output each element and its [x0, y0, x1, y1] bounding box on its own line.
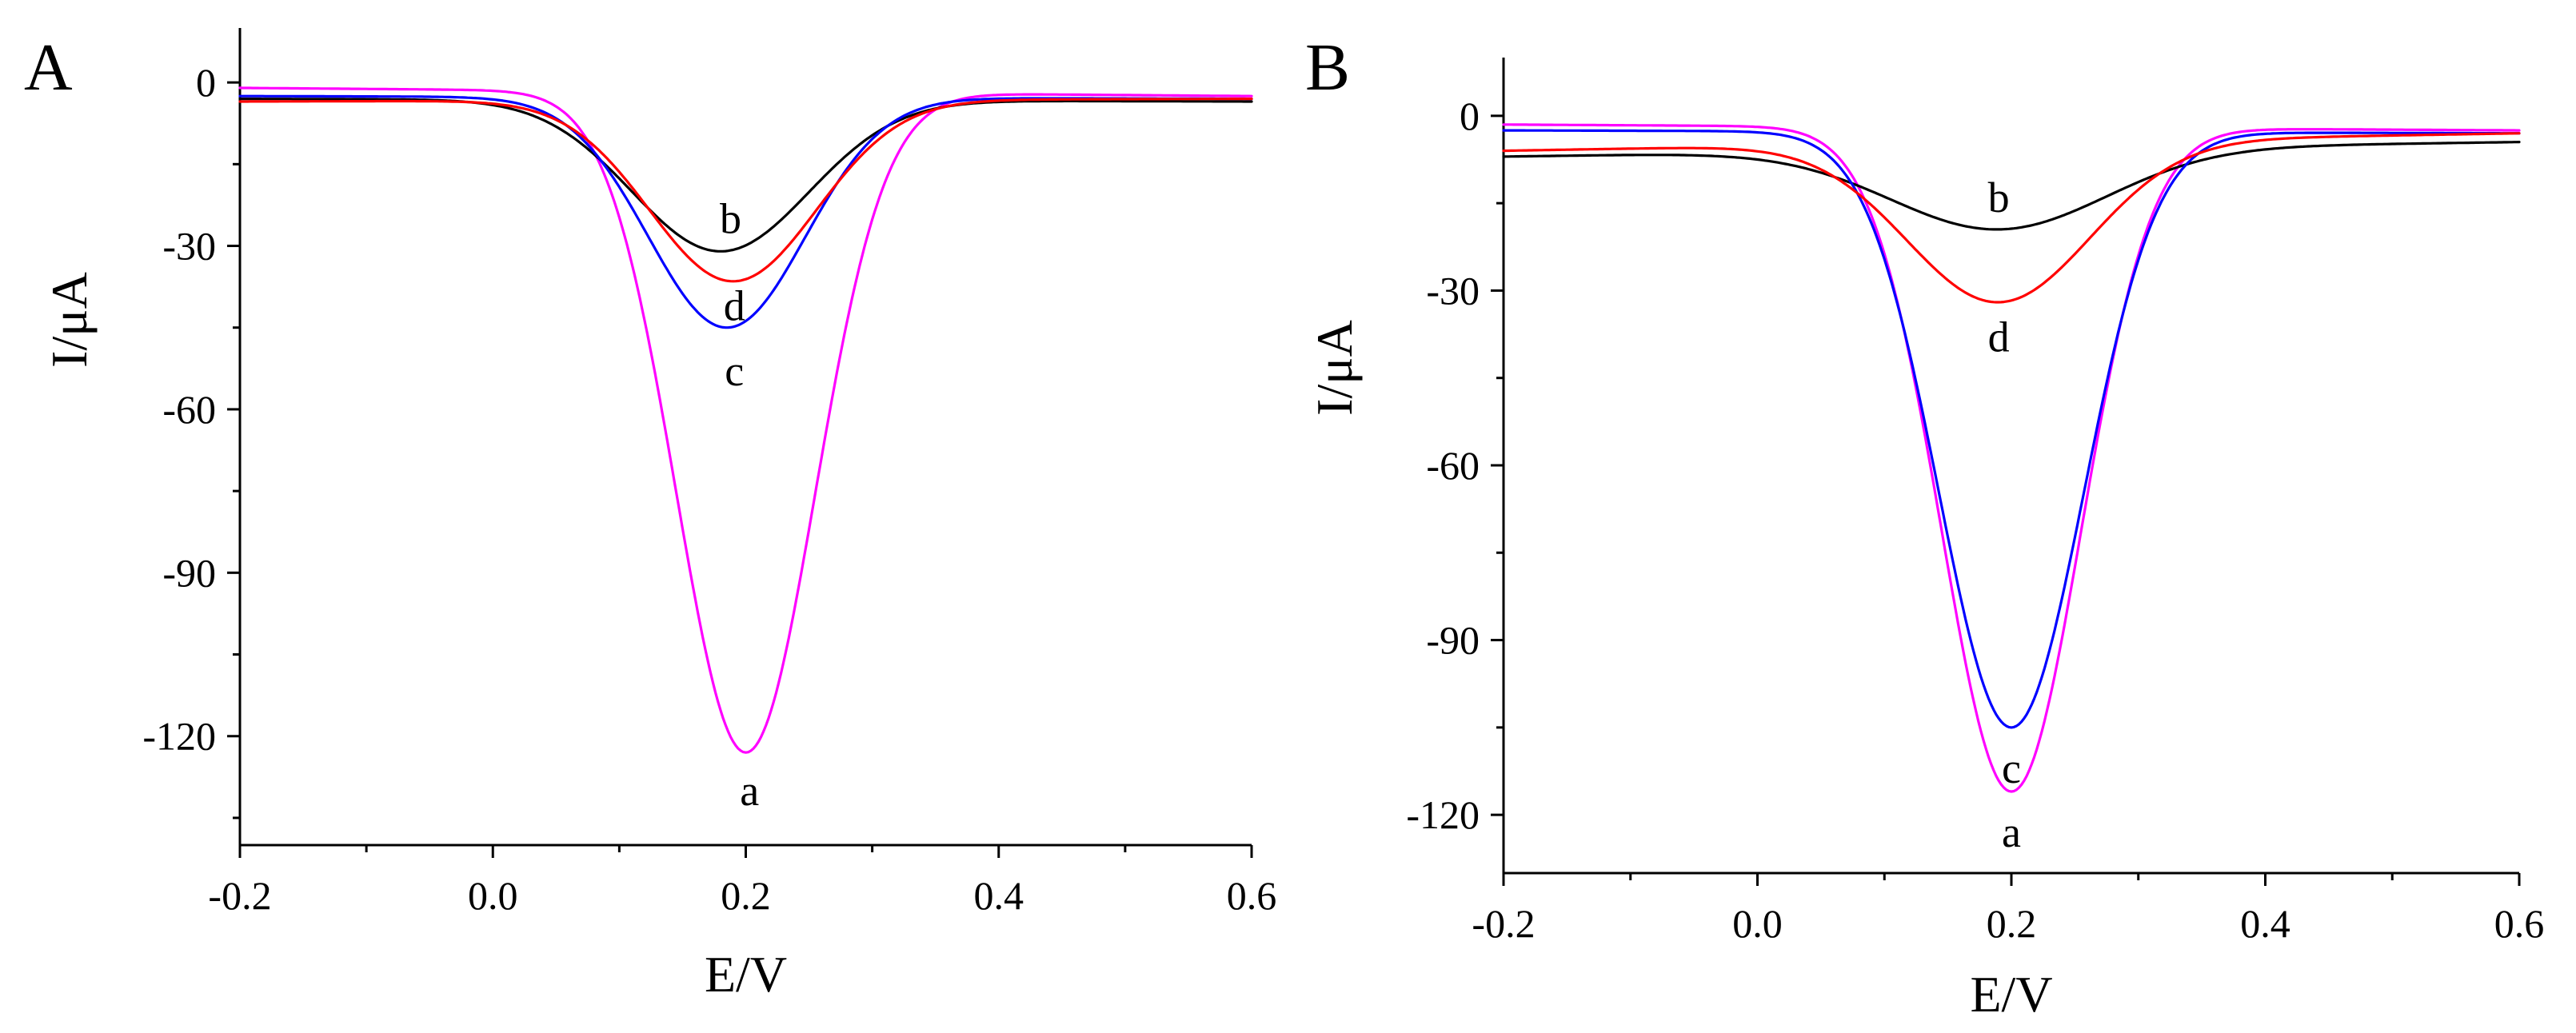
y-tick-label: -30 — [162, 224, 216, 269]
curve-label-a: a — [740, 767, 759, 815]
y-axis-title: I/μA — [1306, 320, 1363, 416]
x-tick-label: 0.6 — [2494, 901, 2545, 946]
x-tick-label: -0.2 — [1472, 901, 1535, 946]
x-axis-title: E/V — [1970, 966, 2052, 1023]
curve-label-d: d — [1988, 313, 2010, 361]
y-tick-label: -120 — [1406, 792, 1480, 837]
x-tick-label: -0.2 — [208, 873, 271, 918]
y-tick-label: -30 — [1426, 268, 1480, 313]
curve-label-c: c — [725, 347, 744, 395]
y-tick-label: 0 — [1460, 94, 1480, 138]
y-tick-label: -90 — [1426, 618, 1480, 663]
x-tick-label: 0.4 — [974, 873, 1024, 918]
y-tick-label: -60 — [162, 387, 216, 432]
series-line-a — [1502, 123, 2521, 793]
curve-label-b: b — [720, 194, 741, 242]
x-tick-label: 0.2 — [1987, 901, 2037, 946]
x-tick-label: 0.2 — [721, 873, 771, 918]
series-line-b — [238, 97, 1253, 253]
curve-label-d: d — [724, 281, 745, 329]
y-tick-label: -90 — [162, 550, 216, 595]
y-tick-label: 0 — [196, 60, 216, 105]
y-axis-title: I/μA — [41, 272, 98, 368]
panel-label: B — [1305, 30, 1350, 105]
series-line-c — [1502, 129, 2521, 729]
x-tick-label: 0.0 — [1732, 901, 1783, 946]
panel-a: -0.2 0.0 0.2 0.4 0.6 0 -30 -60 -90 -120 E/V I/μA Aa b… — [24, 28, 1276, 1003]
series-line-b — [1502, 141, 2521, 231]
y-tick-label: -120 — [142, 714, 216, 759]
x-tick-label: 0.0 — [468, 873, 518, 918]
x-tick-label: 0.6 — [1227, 873, 1277, 918]
x-axis-title: E/V — [705, 946, 787, 1003]
curve-label-b: b — [1988, 173, 2010, 221]
series-line-c — [238, 94, 1253, 329]
series-line-a — [238, 86, 1253, 754]
y-tick-label: -60 — [1426, 443, 1480, 488]
panel-b: -0.2 0.0 0.2 0.4 0.6 0 -30 -60 -90 -120 E/V I/μA Ba b… — [1305, 30, 2544, 1023]
x-tick-label: 0.4 — [2240, 901, 2290, 946]
series-line-d — [238, 97, 1253, 283]
curve-label-a: a — [2002, 808, 2021, 856]
curve-label-c: c — [2002, 744, 2021, 792]
series-line-d — [1502, 132, 2521, 304]
panel-label: A — [24, 30, 73, 105]
